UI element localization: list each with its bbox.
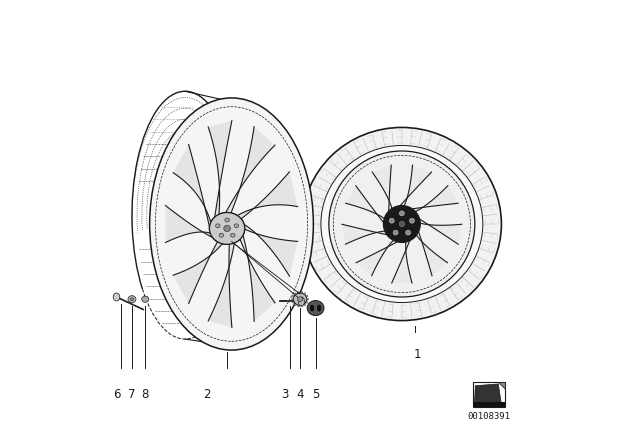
Polygon shape bbox=[399, 165, 431, 207]
Polygon shape bbox=[415, 229, 447, 276]
Ellipse shape bbox=[399, 211, 404, 216]
Ellipse shape bbox=[306, 302, 308, 303]
Text: 4: 4 bbox=[296, 388, 304, 401]
Ellipse shape bbox=[389, 218, 394, 223]
Ellipse shape bbox=[298, 297, 303, 302]
Ellipse shape bbox=[294, 304, 296, 306]
Ellipse shape bbox=[306, 295, 308, 297]
Ellipse shape bbox=[316, 304, 322, 312]
Polygon shape bbox=[226, 127, 275, 213]
Polygon shape bbox=[342, 224, 389, 244]
Polygon shape bbox=[372, 165, 392, 214]
Ellipse shape bbox=[298, 297, 305, 306]
Ellipse shape bbox=[225, 218, 229, 222]
Polygon shape bbox=[240, 235, 275, 321]
Polygon shape bbox=[208, 243, 234, 327]
Polygon shape bbox=[166, 206, 212, 242]
Ellipse shape bbox=[294, 293, 307, 306]
Polygon shape bbox=[474, 384, 501, 405]
Ellipse shape bbox=[291, 298, 294, 300]
Polygon shape bbox=[237, 172, 298, 219]
Ellipse shape bbox=[234, 224, 239, 228]
Ellipse shape bbox=[399, 221, 404, 227]
Ellipse shape bbox=[216, 224, 220, 228]
Ellipse shape bbox=[141, 296, 148, 302]
Polygon shape bbox=[173, 144, 211, 227]
Text: 5: 5 bbox=[312, 388, 319, 401]
Text: 8: 8 bbox=[141, 388, 149, 401]
Ellipse shape bbox=[130, 297, 134, 301]
Ellipse shape bbox=[307, 298, 308, 300]
Text: 2: 2 bbox=[204, 388, 211, 401]
Polygon shape bbox=[356, 239, 399, 276]
Ellipse shape bbox=[307, 301, 324, 315]
Ellipse shape bbox=[292, 302, 294, 303]
Ellipse shape bbox=[302, 127, 501, 321]
Ellipse shape bbox=[298, 292, 300, 293]
Polygon shape bbox=[499, 382, 505, 389]
Polygon shape bbox=[244, 224, 298, 276]
Text: 00108391: 00108391 bbox=[467, 412, 511, 421]
Ellipse shape bbox=[393, 230, 398, 235]
Text: 6: 6 bbox=[113, 388, 120, 401]
Ellipse shape bbox=[128, 296, 136, 303]
Text: 1: 1 bbox=[413, 348, 421, 361]
Ellipse shape bbox=[113, 293, 120, 301]
Ellipse shape bbox=[309, 304, 315, 312]
Ellipse shape bbox=[301, 292, 303, 293]
Ellipse shape bbox=[292, 295, 294, 297]
Ellipse shape bbox=[294, 293, 296, 295]
Ellipse shape bbox=[209, 212, 244, 244]
Polygon shape bbox=[473, 402, 505, 406]
Ellipse shape bbox=[410, 218, 414, 223]
Ellipse shape bbox=[150, 98, 314, 350]
Ellipse shape bbox=[329, 151, 475, 297]
Ellipse shape bbox=[303, 293, 306, 295]
Ellipse shape bbox=[303, 304, 306, 306]
Ellipse shape bbox=[301, 305, 303, 307]
Polygon shape bbox=[392, 238, 412, 283]
Polygon shape bbox=[208, 121, 232, 217]
Text: 7: 7 bbox=[128, 388, 136, 401]
Ellipse shape bbox=[406, 230, 410, 235]
Text: 3: 3 bbox=[281, 388, 288, 401]
Ellipse shape bbox=[209, 212, 244, 244]
Ellipse shape bbox=[383, 206, 420, 242]
Ellipse shape bbox=[230, 233, 235, 237]
Ellipse shape bbox=[298, 305, 300, 307]
Polygon shape bbox=[417, 218, 461, 244]
Polygon shape bbox=[346, 186, 386, 224]
Ellipse shape bbox=[224, 225, 230, 232]
Ellipse shape bbox=[219, 233, 223, 237]
Polygon shape bbox=[173, 242, 222, 304]
Ellipse shape bbox=[321, 146, 483, 302]
Polygon shape bbox=[410, 186, 458, 212]
